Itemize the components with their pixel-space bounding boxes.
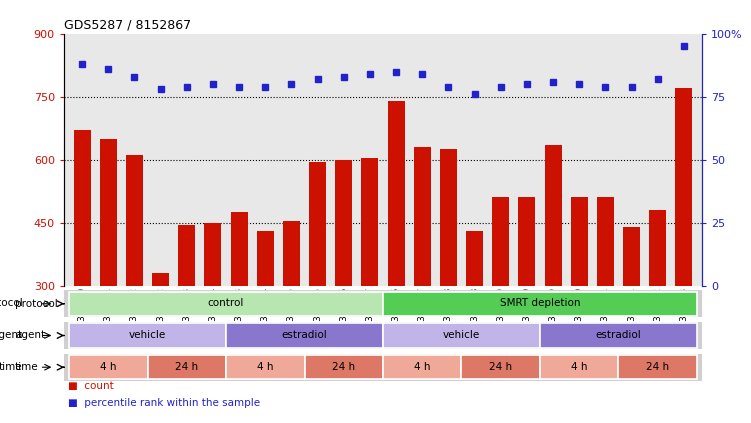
Bar — [383, 355, 462, 379]
Bar — [335, 160, 352, 412]
Bar — [309, 162, 326, 412]
Text: agent: agent — [15, 330, 45, 341]
Bar — [257, 231, 274, 412]
Text: estradiol: estradiol — [596, 330, 641, 340]
Text: protocol: protocol — [15, 299, 58, 309]
Text: 24 h: 24 h — [332, 362, 355, 372]
Text: 4 h: 4 h — [571, 362, 587, 372]
Bar — [147, 355, 226, 379]
Bar — [540, 355, 619, 379]
Text: protocol: protocol — [0, 299, 23, 308]
Bar — [518, 198, 535, 412]
Text: ■  count: ■ count — [68, 381, 113, 391]
Bar — [152, 273, 169, 412]
Text: ■  percentile rank within the sample: ■ percentile rank within the sample — [68, 398, 260, 408]
Bar — [462, 355, 540, 379]
Bar — [226, 355, 304, 379]
Bar — [226, 323, 383, 348]
Bar — [466, 231, 483, 412]
Text: estradiol: estradiol — [282, 330, 327, 340]
Text: 24 h: 24 h — [646, 362, 669, 372]
Bar — [69, 291, 383, 316]
Text: control: control — [208, 298, 244, 308]
Text: time: time — [15, 362, 38, 372]
Text: time: time — [0, 362, 23, 372]
Bar — [623, 227, 640, 412]
Bar — [69, 323, 226, 348]
Bar — [231, 212, 248, 412]
Bar — [74, 130, 91, 412]
Bar — [383, 323, 540, 348]
Bar — [619, 355, 697, 379]
Bar — [383, 291, 697, 316]
Bar — [597, 198, 614, 412]
Text: 4 h: 4 h — [100, 362, 116, 372]
Text: vehicle: vehicle — [129, 330, 166, 340]
Text: 24 h: 24 h — [489, 362, 512, 372]
Bar — [361, 158, 379, 412]
Text: vehicle: vehicle — [443, 330, 480, 340]
Bar — [414, 147, 431, 412]
Bar — [544, 145, 562, 412]
Bar — [388, 101, 405, 412]
Bar — [100, 139, 117, 412]
Bar — [126, 156, 143, 412]
Bar — [204, 222, 222, 412]
Bar — [540, 323, 697, 348]
Text: 4 h: 4 h — [414, 362, 430, 372]
Bar — [283, 220, 300, 412]
Text: GDS5287 / 8152867: GDS5287 / 8152867 — [64, 18, 191, 31]
Bar — [304, 355, 383, 379]
Bar — [675, 88, 692, 412]
Text: 24 h: 24 h — [175, 362, 198, 372]
Bar — [571, 198, 588, 412]
Bar — [492, 198, 509, 412]
Bar — [69, 355, 147, 379]
Text: 4 h: 4 h — [257, 362, 273, 372]
Text: agent: agent — [0, 330, 23, 340]
Bar — [178, 225, 195, 412]
Text: SMRT depletion: SMRT depletion — [499, 298, 581, 308]
Bar — [649, 210, 666, 412]
Bar — [440, 149, 457, 412]
